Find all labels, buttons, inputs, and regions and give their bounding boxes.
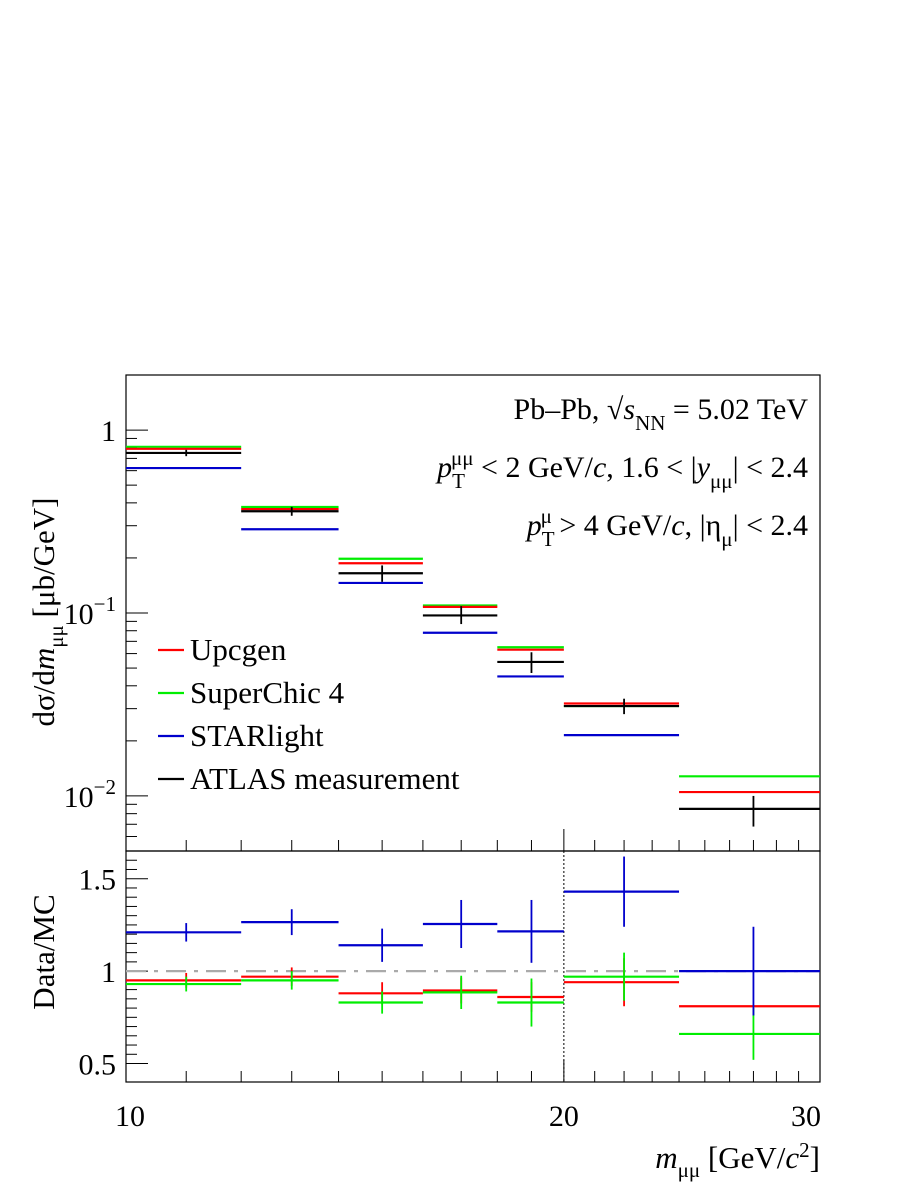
legend-label: ATLAS measurement: [190, 761, 460, 796]
series-upcgen: [126, 447, 820, 794]
y-axis-title-part: m: [26, 648, 61, 670]
annotation-text-part: Pb–Pb, √: [514, 393, 624, 426]
annotation-text-part: μμ: [451, 446, 474, 470]
legend-label: SuperChic 4: [190, 675, 345, 710]
annotation-text-part: NN: [635, 411, 665, 435]
legend: Upcgen SuperChic 4 STARlight ATLAS measurem…: [158, 632, 460, 796]
annotation-text-part: y: [694, 451, 711, 484]
legend-label: STARlight: [190, 718, 324, 753]
annotation-text-part: s: [623, 393, 635, 426]
ratio-panel-frame: [125, 850, 821, 1083]
x-axis-title-part: ]: [810, 1140, 820, 1175]
annotation-text-part: < 2 GeV/: [474, 451, 594, 484]
legend-label: Upcgen: [190, 632, 287, 667]
y-tick-label-base: 10: [64, 781, 94, 814]
y-axis-title: dσ/dmμμ [μb/GeV]: [26, 498, 68, 727]
x-tick-label: 10: [115, 1100, 145, 1133]
annotation-text-part: = 5.02 TeV: [665, 393, 808, 426]
annotation-line: pTμμ < 2 GeV/c, 1.6 < |yμμ| < 2.4: [435, 446, 808, 493]
annotation-text-part: T: [452, 469, 465, 493]
annotation-text-part: | < 2.4: [733, 451, 808, 484]
y-tick-label-exponent: −1: [94, 592, 116, 616]
ratio-y-tick-label: 1: [101, 956, 116, 989]
annotation-text-part: μ: [721, 527, 732, 551]
annotation-text-part: > 4 GeV/: [552, 509, 672, 542]
annotation-text-part: , |η: [685, 509, 722, 542]
ratio-y-ticks: 0.5 1 1.5: [79, 859, 148, 1082]
x-ticks: 10 20 30: [115, 829, 821, 1133]
y-tick-label: 1: [101, 415, 116, 448]
annotation-text-part: c: [593, 451, 606, 484]
y-tick-label: 10−2: [64, 775, 116, 814]
y-tick-label-base: 10: [64, 598, 94, 631]
x-axis-title-part: c: [785, 1140, 799, 1175]
series-atlas-measurement: [126, 449, 820, 827]
x-axis-title-part: μμ: [678, 1158, 701, 1182]
ratio-y-axis-title: Data/MC: [26, 894, 61, 1009]
x-tick-label: 20: [549, 1100, 579, 1133]
y-tick-label: 10−1: [64, 592, 116, 631]
annotation-text-part: μμ: [710, 469, 733, 493]
annotation-text-part: , 1.6 < |: [606, 451, 696, 484]
x-axis-title-part: m: [655, 1140, 677, 1175]
annotation-text-part: T: [542, 527, 555, 551]
ratio-series-superchic-4: [126, 952, 820, 1060]
annotation-text-part: μ: [541, 504, 552, 528]
annotation-text-part: c: [671, 509, 684, 542]
y-axis-title-part: μμ: [44, 625, 68, 648]
series-starlight: [126, 466, 680, 737]
annotation-text-part: p: [525, 509, 542, 542]
y-axis-title-part: [μb/GeV]: [26, 498, 61, 626]
y-tick-label-base: 1: [101, 415, 116, 448]
ratio-y-tick-label: 1.5: [79, 864, 117, 897]
ratio-series-starlight: [126, 856, 820, 1016]
x-axis-title-part: 2: [799, 1138, 810, 1162]
annotation-text-part: p: [435, 451, 452, 484]
x-tick-label: 30: [791, 1100, 821, 1133]
ratio-y-tick-label: 0.5: [79, 1049, 117, 1082]
x-axis-title-part: [GeV/: [700, 1140, 786, 1175]
annotation-line: Pb–Pb, √sNN = 5.02 TeV: [514, 393, 809, 435]
ratio-y-axis-title-group: Data/MC: [26, 894, 61, 1009]
annotation-line: pTμ > 4 GeV/c, |ημ| < 2.4: [525, 504, 808, 551]
x-axis-title: mμμ [GeV/c2]: [655, 1138, 820, 1182]
annotation-text-part: | < 2.4: [733, 509, 808, 542]
y-axis-title-part: dσ/d: [26, 670, 61, 727]
y-tick-label-exponent: −2: [94, 775, 116, 799]
y-axis-title-group: dσ/dmμμ [μb/GeV]: [26, 498, 68, 727]
